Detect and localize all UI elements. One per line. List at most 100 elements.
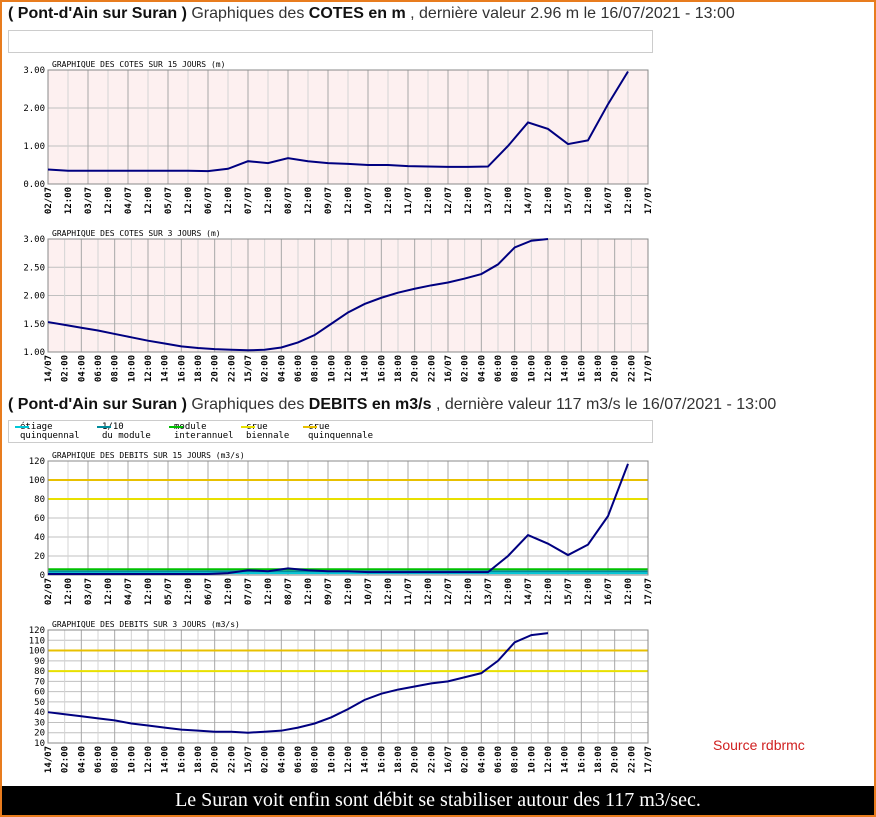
x-tick-label: 12:00 [544,746,554,773]
x-tick-label: 02:00 [261,746,271,773]
x-tick-label: 04:00 [277,746,287,773]
plot-border [47,629,649,744]
x-tick-label: 13/07 [484,187,494,214]
x-tick-label: 05/07 [164,187,174,214]
x-tick-label: 10:00 [327,746,337,773]
x-tick-label: 06:00 [94,746,104,773]
x-tick-label: 06/07 [204,187,214,214]
x-tick-label: 08:00 [311,746,321,773]
x-tick-label: 10:00 [527,355,537,382]
legend-item: crue biennale [241,423,289,441]
data-line [47,632,549,734]
measure: COTES en m [308,5,406,22]
x-tick-label: 12:00 [224,187,234,214]
y-tick-label: 90 [34,657,45,667]
x-tick-label: 12:00 [144,187,154,214]
legend: étiage quinquennal 1/10 du module module i… [8,420,653,443]
data-line [47,70,629,173]
x-tick-label: 12:00 [504,187,514,214]
data-line [47,238,549,352]
x-tick-label: 08/07 [284,578,294,605]
x-tick-label: 10:00 [127,355,137,382]
x-tick-label: 18:00 [594,355,604,382]
y-tick-label: 100 [29,647,45,657]
x-tick-label: 17/07 [644,187,654,214]
x-tick-label: 06/07 [204,578,214,605]
x-tick-label: 18:00 [594,746,604,773]
x-tick-label: 16:00 [177,746,187,773]
x-tick-label: 17/07 [644,355,654,382]
y-tick-label: 120 [29,626,45,636]
y-tick-label: 10 [34,739,45,749]
x-tick-label: 18:00 [394,746,404,773]
x-tick-label: 06:00 [94,355,104,382]
x-tick-label: 22:00 [227,355,237,382]
x-tick-label: 09/07 [324,187,334,214]
legend-item: crue quinquennale [303,423,373,441]
x-tick-label: 03/07 [84,187,94,214]
x-tick-label: 18:00 [194,355,204,382]
legend-label: crue biennale [246,422,290,441]
y-tick-label: 60 [34,688,45,698]
x-tick-label: 12/07 [444,187,454,214]
y-tick-label: 0 [40,571,45,581]
x-tick-label: 15/07 [244,746,254,773]
x-tick-label: 02:00 [461,746,471,773]
x-tick-label: 12:00 [464,578,474,605]
x-tick-label: 08:00 [311,355,321,382]
legend-swatch [241,426,255,428]
x-tick-label: 16/07 [444,746,454,773]
legend-label: crue quinquennale [308,422,374,441]
y-tick-label: 40 [34,533,45,543]
legend-item: module interannuel [169,423,234,441]
x-tick-label: 12:00 [624,578,634,605]
y-tick-label: 1.00 [23,348,45,358]
chart-title: GRAPHIQUE DES COTES SUR 3 JOURS (m) [52,229,221,238]
x-tick-label: 12:00 [344,187,354,214]
plot-border [47,238,649,353]
x-tick-label: 12:00 [144,355,154,382]
x-tick-label: 18:00 [394,355,404,382]
legend-item: 1/10 du module [97,423,151,441]
source: Source rdbrmc [713,737,805,753]
empty-box [8,30,653,53]
x-tick-label: 12:00 [464,187,474,214]
y-tick-label: 120 [29,457,45,467]
legend-swatch [15,426,29,428]
x-tick-label: 12:00 [384,578,394,605]
x-tick-label: 14/07 [524,578,534,605]
site: ( Pont-d'Ain sur Suran ) [8,5,187,22]
x-tick-label: 08/07 [284,187,294,214]
x-tick-label: 02:00 [61,746,71,773]
x-tick-label: 12:00 [624,187,634,214]
legend-swatch [97,426,111,428]
y-tick-label: 20 [34,729,45,739]
x-tick-label: 12:00 [104,578,114,605]
x-tick-label: 14/07 [44,355,54,382]
x-tick-label: 14:00 [361,355,371,382]
y-tick-label: 1.50 [23,320,45,330]
x-tick-label: 12:00 [504,578,514,605]
x-tick-label: 20:00 [211,746,221,773]
x-tick-label: 04:00 [277,355,287,382]
legend-label: 1/10 du module [102,422,151,441]
x-tick-label: 07/07 [244,187,254,214]
x-tick-label: 15/07 [564,187,574,214]
x-tick-label: 08:00 [511,355,521,382]
x-tick-label: 16:00 [577,355,587,382]
x-tick-label: 06:00 [494,355,504,382]
suffix: , dernière valeur 117 m3/s le 16/07/2021… [435,396,777,413]
x-tick-label: 20:00 [611,746,621,773]
measure: DEBITS en m3/s [308,396,432,413]
suffix: , dernière valeur 2.96 m le 16/07/2021 -… [410,5,735,22]
x-tick-label: 05/07 [164,578,174,605]
x-tick-label: 14:00 [561,746,571,773]
x-tick-label: 06:00 [494,746,504,773]
x-tick-label: 15/07 [564,578,574,605]
x-tick-label: 04:00 [477,355,487,382]
y-tick-label: 80 [34,667,45,677]
x-tick-label: 12:00 [304,578,314,605]
x-tick-label: 16/07 [444,355,454,382]
x-tick-label: 12:00 [144,578,154,605]
site: ( Pont-d'Ain sur Suran ) [8,396,187,413]
